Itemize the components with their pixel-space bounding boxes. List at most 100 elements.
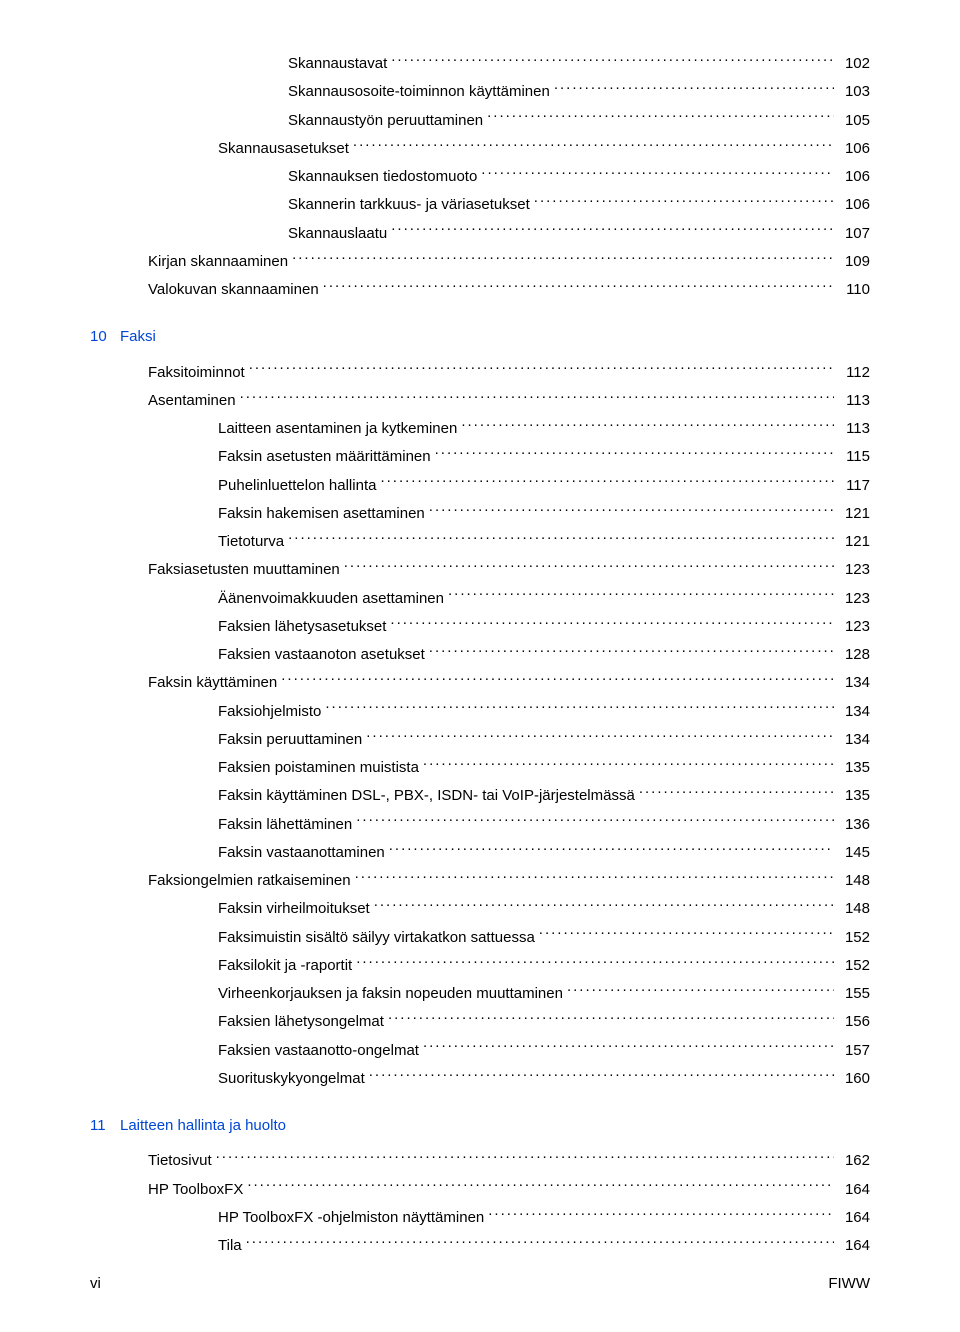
toc-entry[interactable]: Faksitoiminnot 112 (90, 361, 870, 384)
toc-page-number: 123 (838, 587, 870, 610)
toc-entry[interactable]: Skannauksen tiedostomuoto 106 (90, 165, 870, 188)
toc-leader-dots (388, 1011, 834, 1026)
toc-entry[interactable]: Faksilokit ja -raportit152 (90, 954, 870, 977)
toc-entry[interactable]: Faksin vastaanottaminen145 (90, 841, 870, 864)
toc-label: Puhelinluettelon hallinta (218, 474, 376, 497)
toc-leader-dots (423, 757, 834, 772)
toc-entry[interactable]: Faksin hakemisen asettaminen121 (90, 502, 870, 525)
toc-leader-dots (389, 842, 834, 857)
toc-entry[interactable]: Faksien vastaanoton asetukset128 (90, 643, 870, 666)
toc-entry[interactable]: Valokuvan skannaaminen110 (90, 278, 870, 301)
toc-page-number: 115 (838, 445, 870, 468)
toc-entry[interactable]: Faksimuistin sisältö säilyy virtakatkon … (90, 926, 870, 949)
toc-entry[interactable]: Faksien lähetysasetukset123 (90, 615, 870, 638)
toc-entry[interactable]: Faksien poistaminen muistista135 (90, 756, 870, 779)
toc-leader-dots (435, 446, 834, 461)
toc-leader-dots (429, 644, 834, 659)
toc-label: Skannausosoite-toiminnon käyttäminen (288, 80, 550, 103)
toc-entry[interactable]: Faksin käyttäminen DSL-, PBX-, ISDN- tai… (90, 784, 870, 807)
toc-label: Faksiongelmien ratkaiseminen (148, 869, 351, 892)
toc-entry[interactable]: Faksiongelmien ratkaiseminen148 (90, 869, 870, 892)
toc-leader-dots (461, 418, 834, 433)
toc-page-number: 145 (838, 841, 870, 864)
toc-label: Tietoturva (218, 530, 284, 553)
toc-section-heading[interactable]: 10Faksi (90, 325, 870, 348)
toc-entry[interactable]: Äänenvoimakkuuden asettaminen123 (90, 587, 870, 610)
toc-leader-dots (216, 1150, 834, 1165)
toc-label: Skannaustyön peruuttaminen (288, 109, 483, 132)
toc-entry[interactable]: Faksin virheilmoitukset148 (90, 897, 870, 920)
toc-leader-dots (391, 53, 834, 68)
toc-label: Tila (218, 1234, 242, 1257)
toc-entry[interactable]: Skannausosoite-toiminnon käyttäminen 103 (90, 80, 870, 103)
toc-entry[interactable]: Skannerin tarkkuus- ja väriasetukset 106 (90, 193, 870, 216)
toc-entry[interactable]: Tila 164 (90, 1234, 870, 1257)
toc-page-number: 112 (838, 361, 870, 384)
toc-entry[interactable]: Faksien lähetysongelmat156 (90, 1010, 870, 1033)
toc-page-number: 134 (838, 728, 870, 751)
toc-leader-dots (423, 1040, 834, 1055)
toc-entry[interactable]: Suorituskykyongelmat160 (90, 1067, 870, 1090)
toc-entry[interactable]: Virheenkorjauksen ja faksin nopeuden muu… (90, 982, 870, 1005)
toc-leader-dots (534, 194, 834, 209)
toc-leader-dots (366, 729, 834, 744)
toc-page-number: 117 (838, 474, 870, 497)
toc-entry[interactable]: HP ToolboxFX164 (90, 1178, 870, 1201)
toc-leader-dots (374, 898, 834, 913)
toc-page-number: 136 (838, 813, 870, 836)
toc-page-number: 164 (838, 1234, 870, 1257)
toc-entry[interactable]: Kirjan skannaaminen109 (90, 250, 870, 273)
toc-entry[interactable]: Tietosivut162 (90, 1149, 870, 1172)
toc-label: Faksitoiminnot (148, 361, 245, 384)
page-footer: vi FIWW (90, 1275, 870, 1292)
toc-section-heading[interactable]: 11Laitteen hallinta ja huolto (90, 1114, 870, 1137)
toc-entry[interactable]: Asentaminen113 (90, 389, 870, 412)
toc-page-number: 106 (838, 193, 870, 216)
toc-entry[interactable]: Skannaustavat102 (90, 52, 870, 75)
toc-entry[interactable]: Skannausasetukset106 (90, 137, 870, 160)
toc-entry[interactable]: Faksien vastaanotto-ongelmat157 (90, 1039, 870, 1062)
toc-label: Faksien poistaminen muistista (218, 756, 419, 779)
toc-leader-dots (448, 588, 834, 603)
page: Skannaustavat102 Skannausosoite-toiminnon… (0, 0, 960, 1332)
toc-page-number: 164 (838, 1206, 870, 1229)
toc-label: Faksien lähetysongelmat (218, 1010, 384, 1033)
toc-leader-dots (639, 785, 834, 800)
toc-page-number: 123 (838, 615, 870, 638)
toc-leader-dots (325, 701, 834, 716)
toc-leader-dots (488, 1207, 834, 1222)
toc-leader-dots (249, 362, 834, 377)
toc-leader-dots (429, 503, 834, 518)
toc-entry[interactable]: Puhelinluettelon hallinta 117 (90, 474, 870, 497)
toc-entry[interactable]: Skannauslaatu107 (90, 222, 870, 245)
toc-leader-dots (369, 1068, 834, 1083)
toc-leader-dots (554, 81, 834, 96)
toc-label: Skannauksen tiedostomuoto (288, 165, 477, 188)
toc-entry[interactable]: Tietoturva 121 (90, 530, 870, 553)
toc-entry[interactable]: Faksin käyttäminen134 (90, 671, 870, 694)
toc-leader-dots (288, 531, 834, 546)
toc-label: Virheenkorjauksen ja faksin nopeuden muu… (218, 982, 563, 1005)
toc-page-number: 110 (838, 278, 870, 301)
toc-entry[interactable]: Faksin asetusten määrittäminen115 (90, 445, 870, 468)
toc-leader-dots (247, 1179, 834, 1194)
toc-entry[interactable]: Faksiohjelmisto134 (90, 700, 870, 723)
toc-page-number: 121 (838, 530, 870, 553)
toc-entry[interactable]: Skannaustyön peruuttaminen105 (90, 109, 870, 132)
toc-label: HP ToolboxFX (148, 1178, 243, 1201)
toc-entry[interactable]: Faksiasetusten muuttaminen123 (90, 558, 870, 581)
toc-entry[interactable]: Faksin peruuttaminen134 (90, 728, 870, 751)
toc-leader-dots (380, 475, 834, 490)
toc-page-number: 103 (838, 80, 870, 103)
toc-page-number: 106 (838, 165, 870, 188)
toc-entry[interactable]: HP ToolboxFX -ohjelmiston näyttäminen164 (90, 1206, 870, 1229)
toc-page-number: 152 (838, 954, 870, 977)
toc-page-number: 107 (838, 222, 870, 245)
footer-left: vi (90, 1275, 101, 1292)
toc-page-number: 102 (838, 52, 870, 75)
toc-entry[interactable]: Laitteen asentaminen ja kytkeminen113 (90, 417, 870, 440)
toc-page-number: 134 (838, 671, 870, 694)
toc-leader-dots (240, 390, 834, 405)
toc-label: Skannerin tarkkuus- ja väriasetukset (288, 193, 530, 216)
toc-entry[interactable]: Faksin lähettäminen136 (90, 813, 870, 836)
